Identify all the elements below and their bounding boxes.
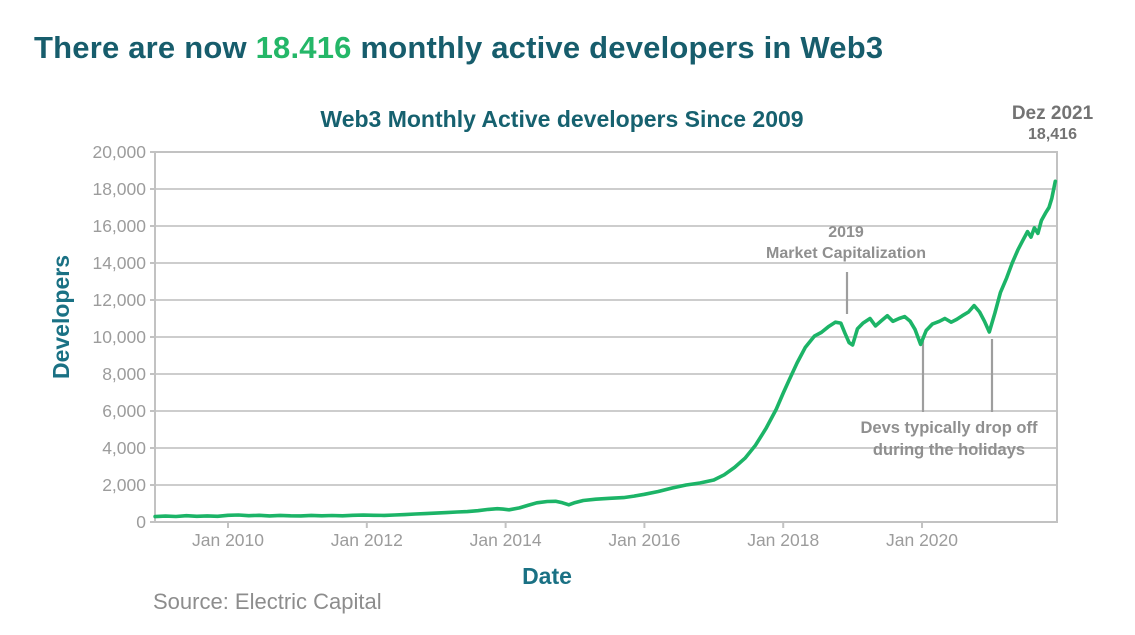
x-axis-title: Date — [522, 563, 572, 589]
y-tick-label-0: 0 — [136, 512, 146, 532]
y-axis-title: Developers — [48, 255, 74, 380]
y-tick-label-8000: 8,000 — [102, 364, 146, 384]
x-tick-label-2016: Jan 2016 — [608, 530, 680, 550]
x-tick-label-2010: Jan 2010 — [192, 530, 264, 550]
y-tick-label-2000: 2,000 — [102, 475, 146, 495]
holiday-dip-annotation-line1: Devs typically drop off — [860, 419, 1038, 437]
chart-title: Web3 Monthly Active developers Since 200… — [320, 106, 804, 132]
x-tick-label-2018: Jan 2018 — [747, 530, 819, 550]
y-tick-label-4000: 4,000 — [102, 438, 146, 458]
peak-annotation-date: Dez 2021 — [1011, 103, 1094, 124]
y-tick-label-10000: 10,000 — [92, 327, 146, 347]
y-tick-label-14000: 14,000 — [92, 253, 146, 273]
source-attribution: Source: Electric Capital — [153, 589, 382, 614]
y-tick-label-18000: 18,000 — [92, 179, 146, 199]
y-tick-label-20000: 20,000 — [92, 142, 146, 162]
holiday-dip-annotation: Devs typically drop off during the holid… — [818, 417, 1080, 461]
market-cap-annotation-line1: 2019 — [828, 224, 864, 241]
y-tick-label-6000: 6,000 — [102, 401, 146, 421]
market-cap-annotation: 2019 Market Capitalization — [726, 222, 966, 264]
peak-annotation: Dez 2021 18,416 — [985, 103, 1120, 144]
peak-annotation-value: 18,416 — [1028, 126, 1077, 143]
x-tick-label-2014: Jan 2014 — [470, 530, 542, 550]
page-title-highlight-number: 18.416 — [255, 30, 352, 65]
page-title: There are now 18.416 monthly active deve… — [34, 30, 1114, 66]
market-cap-annotation-line2: Market Capitalization — [765, 245, 927, 262]
x-tick-label-2020: Jan 2020 — [886, 530, 958, 550]
developers-line-series — [153, 179, 1058, 519]
x-tick-label-2012: Jan 2012 — [331, 530, 403, 550]
page-title-suffix: monthly active developers in Web3 — [351, 30, 884, 65]
y-tick-label-16000: 16,000 — [92, 216, 146, 236]
y-tick-label-12000: 12,000 — [92, 290, 146, 310]
page-title-prefix: There are now — [34, 30, 256, 65]
holiday-dip-annotation-line2: during the holidays — [872, 441, 1026, 459]
